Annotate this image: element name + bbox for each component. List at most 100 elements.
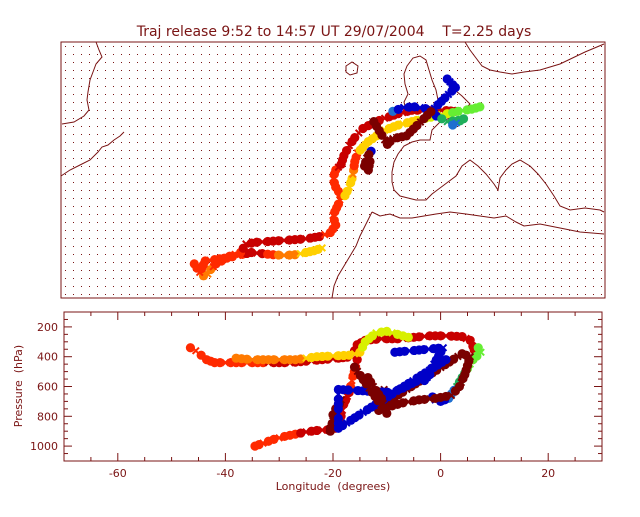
grid-dot bbox=[185, 206, 186, 207]
grid-dot bbox=[145, 294, 146, 295]
grid-dot bbox=[329, 134, 330, 135]
grid-dot bbox=[505, 150, 506, 151]
grid-dot bbox=[489, 238, 490, 239]
grid-dot bbox=[505, 46, 506, 47]
grid-dot bbox=[209, 86, 210, 87]
grid-dot bbox=[297, 198, 298, 199]
grid-dot bbox=[89, 118, 90, 119]
grid-dot bbox=[81, 198, 82, 199]
grid-dot bbox=[353, 222, 354, 223]
grid-dot bbox=[193, 230, 194, 231]
grid-dot bbox=[345, 278, 346, 279]
grid-dot bbox=[401, 182, 402, 183]
grid-dot bbox=[473, 254, 474, 255]
grid-dot bbox=[377, 246, 378, 247]
grid-dot bbox=[553, 246, 554, 247]
grid-dot bbox=[153, 174, 154, 175]
grid-dot bbox=[561, 78, 562, 79]
grid-dot bbox=[241, 134, 242, 135]
grid-dot bbox=[209, 118, 210, 119]
y-tick-label: 200 bbox=[37, 321, 58, 334]
grid-dot bbox=[249, 102, 250, 103]
grid-dot bbox=[601, 198, 602, 199]
grid-dot bbox=[545, 214, 546, 215]
grid-dot bbox=[121, 294, 122, 295]
grid-dot bbox=[81, 102, 82, 103]
grid-dot bbox=[473, 190, 474, 191]
grid-dot bbox=[129, 230, 130, 231]
grid-dot bbox=[489, 126, 490, 127]
grid-dot bbox=[465, 126, 466, 127]
grid-dot bbox=[161, 222, 162, 223]
grid-dot bbox=[513, 246, 514, 247]
grid-dot bbox=[289, 214, 290, 215]
grid-dot bbox=[89, 150, 90, 151]
grid-dot bbox=[497, 86, 498, 87]
grid-dot bbox=[369, 230, 370, 231]
grid-dot bbox=[561, 254, 562, 255]
grid-dot bbox=[577, 118, 578, 119]
grid-dot bbox=[281, 278, 282, 279]
grid-dot bbox=[537, 46, 538, 47]
grid-dot bbox=[449, 46, 450, 47]
grid-dot bbox=[553, 94, 554, 95]
grid-dot bbox=[217, 270, 218, 271]
grid-dot bbox=[265, 294, 266, 295]
grid-dot bbox=[137, 214, 138, 215]
grid-dot bbox=[521, 142, 522, 143]
grid-dot bbox=[473, 78, 474, 79]
grid-dot bbox=[289, 190, 290, 191]
grid-dot bbox=[577, 254, 578, 255]
grid-dot bbox=[425, 254, 426, 255]
grid-dot bbox=[577, 174, 578, 175]
grid-dot bbox=[393, 190, 394, 191]
grid-dot bbox=[401, 46, 402, 47]
grid-dot bbox=[249, 150, 250, 151]
grid-dot bbox=[417, 78, 418, 79]
grid-dot bbox=[193, 158, 194, 159]
grid-dot bbox=[137, 102, 138, 103]
grid-dot bbox=[233, 278, 234, 279]
grid-dot bbox=[297, 206, 298, 207]
grid-dot bbox=[361, 286, 362, 287]
coast-greenland bbox=[61, 41, 103, 125]
grid-dot bbox=[409, 78, 410, 79]
grid-dot bbox=[481, 150, 482, 151]
grid-dot bbox=[337, 150, 338, 151]
grid-dot bbox=[489, 166, 490, 167]
grid-dot bbox=[601, 86, 602, 87]
grid-dot bbox=[249, 214, 250, 215]
grid-dot bbox=[505, 206, 506, 207]
grid-dot bbox=[585, 118, 586, 119]
grid-dot bbox=[537, 230, 538, 231]
grid-dot bbox=[353, 270, 354, 271]
grid-dot bbox=[97, 294, 98, 295]
trajectory-point bbox=[333, 384, 343, 395]
grid-dot bbox=[329, 294, 330, 295]
grid-dot bbox=[369, 182, 370, 183]
grid-dot bbox=[153, 246, 154, 247]
grid-dot bbox=[561, 54, 562, 55]
grid-dot bbox=[145, 286, 146, 287]
grid-dot bbox=[281, 174, 282, 175]
grid-dot bbox=[561, 166, 562, 167]
grid-dot bbox=[153, 86, 154, 87]
grid-dot bbox=[161, 206, 162, 207]
grid-dot bbox=[65, 190, 66, 191]
grid-dot bbox=[329, 70, 330, 71]
grid-dot bbox=[177, 134, 178, 135]
grid-dot bbox=[401, 254, 402, 255]
grid-dot bbox=[105, 166, 106, 167]
grid-dot bbox=[297, 126, 298, 127]
grid-dot bbox=[289, 278, 290, 279]
grid-dot bbox=[585, 158, 586, 159]
grid-dot bbox=[433, 134, 434, 135]
grid-dot bbox=[113, 86, 114, 87]
grid-dot bbox=[529, 102, 530, 103]
grid-dot bbox=[105, 134, 106, 135]
grid-dot bbox=[481, 158, 482, 159]
grid-dot bbox=[241, 86, 242, 87]
grid-dot bbox=[529, 46, 530, 47]
grid-dot bbox=[297, 94, 298, 95]
grid-dot bbox=[537, 174, 538, 175]
